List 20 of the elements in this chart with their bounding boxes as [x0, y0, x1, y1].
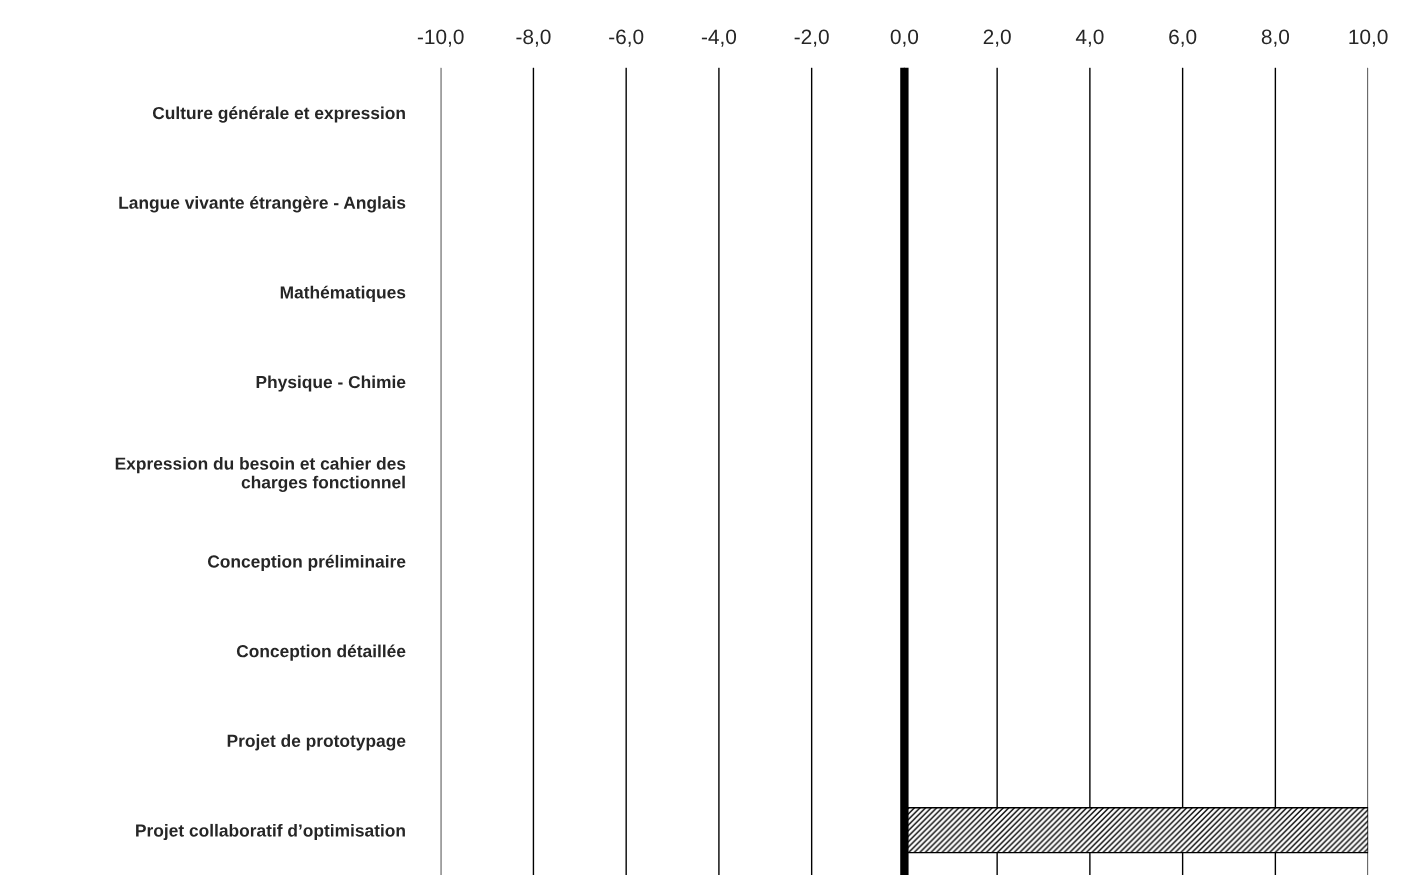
- x-tick-label: -10,0: [417, 29, 464, 47]
- x-tick-label: -2,0: [794, 29, 829, 47]
- x-tick-label: 0,0: [890, 29, 919, 47]
- x-tick-label: 4,0: [1075, 29, 1104, 47]
- y-tick-label: Projet de prototypage: [227, 734, 406, 751]
- y-tick-label: Conception préliminaire: [207, 554, 406, 572]
- y-tick-label: Expression du besoin et cahier des charges fonctionnel: [115, 457, 406, 492]
- y-tick-label: Conception détaillée: [236, 644, 406, 661]
- x-tick-label: 8,0: [1261, 29, 1290, 47]
- x-tick-label: 6,0: [1169, 29, 1197, 47]
- y-tick-label: Projet collaboratif d’optimisation: [136, 823, 405, 841]
- y-tick-label: Culture générale et expression: [152, 106, 405, 123]
- x-tick-label: 10,0: [1349, 29, 1388, 47]
- y-tick-label: Langue vivante étrangère - Anglais: [119, 195, 406, 213]
- y-tick-label: Mathématiques: [280, 285, 406, 302]
- x-tick-label: -6,0: [609, 29, 644, 47]
- y-tick-label: Physique - Chimie: [256, 375, 406, 392]
- x-tick-label: -8,0: [516, 29, 551, 47]
- x-tick-label: 2,0: [983, 29, 1011, 47]
- x-tick-label: -4,0: [701, 29, 737, 47]
